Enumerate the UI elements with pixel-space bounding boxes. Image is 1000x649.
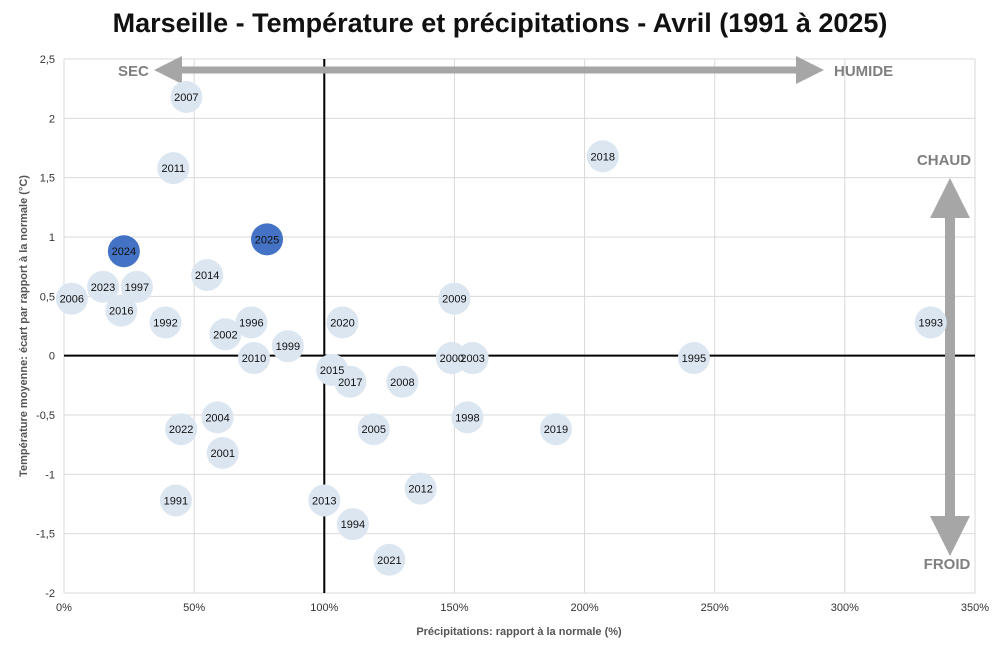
y-tick-label: 0,5 (40, 291, 55, 303)
data-point-2003 (456, 342, 489, 375)
point-label-1998: 1998 (455, 412, 479, 424)
y-tick-label: 1,5 (40, 173, 55, 185)
data-point-2006 (55, 282, 88, 315)
x-tick-label: 150% (440, 602, 468, 614)
data-point-1996 (235, 306, 268, 339)
y-tick-label: 1 (49, 232, 55, 244)
point-label-1993: 1993 (919, 317, 943, 329)
x-tick-label: 350% (961, 602, 989, 614)
data-point-1999 (271, 330, 304, 363)
data-point-1991 (159, 484, 192, 517)
data-point-2022 (165, 413, 198, 446)
point-label-2007: 2007 (174, 92, 198, 104)
tick-labels: 0% 50% 100% 150% 200% 250% 300% 350% 2,5 2 1,5 1 0,5… (36, 54, 989, 614)
data-point-2002 (209, 318, 242, 351)
x-tick-label: 100% (310, 602, 338, 614)
direction-arrows: SEC HUMIDE CHAUD FROID (118, 56, 971, 573)
chart-title: Marseille - Température et précipitation… (112, 8, 888, 38)
data-point-2017 (334, 365, 367, 398)
point-label-2020: 2020 (330, 317, 354, 329)
y-tick-label: 2,5 (40, 54, 55, 66)
point-label-2025: 2025 (255, 234, 279, 246)
dry-label: SEC (118, 63, 149, 80)
wet-label: HUMIDE (834, 63, 893, 80)
point-label-2005: 2005 (361, 424, 385, 436)
data-point-2005 (357, 413, 390, 446)
data-point-2014 (191, 258, 224, 291)
y-tick-label: 2 (49, 113, 55, 125)
point-label-2013: 2013 (312, 495, 336, 507)
data-point-2023 (87, 270, 120, 303)
point-label-1996: 1996 (239, 317, 263, 329)
data-point-2008 (386, 365, 419, 398)
point-label-2009: 2009 (442, 294, 466, 306)
data-point-2011 (157, 152, 190, 185)
cold-label: FROID (924, 556, 971, 573)
point-label-2012: 2012 (408, 484, 432, 496)
point-label-2024: 2024 (112, 246, 136, 258)
data-point-1995 (677, 342, 710, 375)
point-label-2000: 2000 (440, 353, 464, 365)
warm-label: CHAUD (917, 152, 971, 169)
point-label-2022: 2022 (169, 424, 193, 436)
point-label-1992: 1992 (153, 317, 177, 329)
y-tick-label: -2 (45, 588, 55, 600)
gridlines (63, 58, 976, 594)
point-label-2019: 2019 (544, 424, 568, 436)
point-label-2018: 2018 (591, 151, 615, 163)
point-label-2004: 2004 (205, 412, 229, 424)
point-label-2008: 2008 (390, 377, 414, 389)
data-point-2024 (107, 235, 140, 268)
point-label-1997: 1997 (125, 282, 149, 294)
point-label-2017: 2017 (338, 377, 362, 389)
x-tick-label: 0% (56, 602, 72, 614)
data-point-2009 (438, 282, 471, 315)
y-axis-title: Température moyenne: écart par rapport à… (18, 175, 30, 477)
data-point-1994 (336, 508, 369, 541)
point-label-2003: 2003 (460, 353, 484, 365)
x-tick-label: 300% (831, 602, 859, 614)
point-label-2014: 2014 (195, 270, 219, 282)
point-label-2015: 2015 (320, 365, 344, 377)
x-axis-title: Précipitations: rapport à la normale (%) (416, 626, 622, 638)
y-tick-label: -1 (45, 469, 55, 481)
point-label-2006: 2006 (60, 294, 84, 306)
data-point-1993 (914, 306, 947, 339)
x-tick-label: 250% (701, 602, 729, 614)
point-label-1991: 1991 (164, 495, 188, 507)
data-point-2007 (170, 80, 203, 113)
data-point-2021 (373, 543, 406, 576)
data-point-2020 (326, 306, 359, 339)
y-tick-label: 0 (49, 351, 55, 363)
point-label-1999: 1999 (276, 341, 300, 353)
data-point-2025 (251, 223, 284, 256)
point-label-2001: 2001 (211, 448, 235, 460)
data-point-1997 (120, 270, 153, 303)
x-tick-label: 200% (571, 602, 599, 614)
data-point-2010 (238, 342, 271, 375)
y-tick-label: -1,5 (36, 529, 55, 541)
point-label-2002: 2002 (213, 329, 237, 341)
point-label-2023: 2023 (91, 282, 115, 294)
data-point-2019 (539, 413, 572, 446)
data-points: 1991 1992 1993 1994 1995 1996 1997 1998 1999 2000… (55, 80, 947, 576)
data-point-2018 (586, 140, 619, 173)
data-point-2004 (201, 401, 234, 434)
x-tick-label: 50% (183, 602, 205, 614)
point-label-2021: 2021 (377, 555, 401, 567)
reference-lines (64, 59, 975, 593)
data-point-1992 (149, 306, 182, 339)
data-point-2016 (105, 294, 138, 327)
data-point-2012 (404, 472, 437, 505)
point-label-1995: 1995 (682, 353, 706, 365)
point-label-2011: 2011 (161, 163, 185, 175)
point-label-2016: 2016 (109, 306, 133, 318)
point-label-1994: 1994 (341, 519, 365, 531)
data-point-2013 (308, 484, 341, 517)
data-point-2001 (206, 436, 239, 469)
data-point-1998 (451, 401, 484, 434)
y-tick-label: -0,5 (36, 410, 55, 422)
point-label-2010: 2010 (242, 353, 266, 365)
